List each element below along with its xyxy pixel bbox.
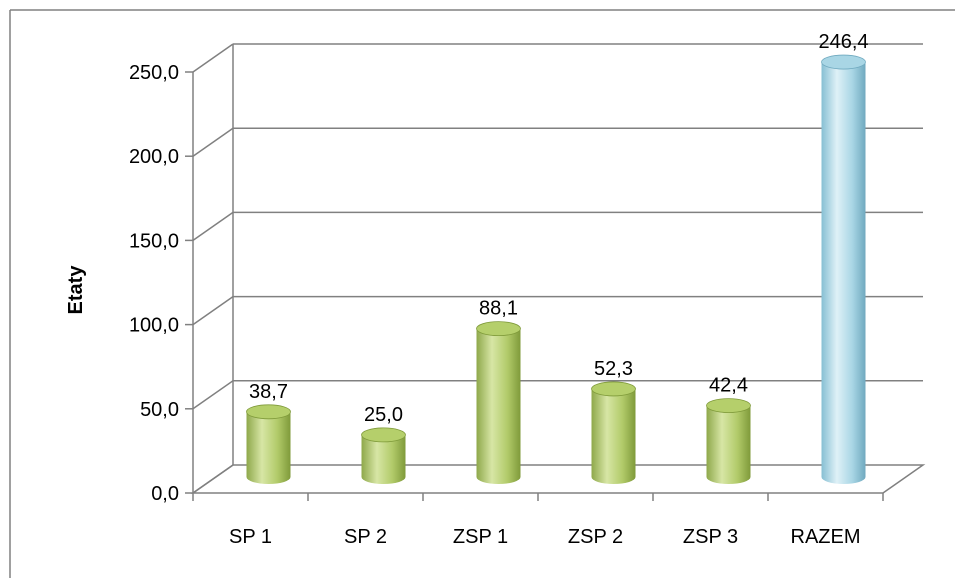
x-tick-label: ZSP 1 bbox=[453, 526, 508, 548]
bar-sp-2 bbox=[361, 427, 406, 485]
bar-razem bbox=[821, 54, 866, 485]
data-label: 52,3 bbox=[594, 358, 633, 380]
grid-lines bbox=[192, 43, 923, 494]
x-tick-label: SP 1 bbox=[229, 526, 272, 548]
gridline-depth bbox=[192, 127, 234, 157]
gridline-depth bbox=[192, 380, 234, 410]
gridline-depth bbox=[192, 43, 234, 73]
bar-body bbox=[706, 405, 751, 485]
bar-top bbox=[591, 381, 636, 397]
x-tick-label: ZSP 3 bbox=[683, 526, 738, 548]
bar-zsp-1 bbox=[476, 321, 521, 485]
x-tick-label: RAZEM bbox=[791, 526, 861, 548]
data-label: 25,0 bbox=[364, 404, 403, 426]
y-tick-label: 200,0 bbox=[129, 146, 179, 168]
bar-top bbox=[361, 427, 406, 443]
y-tick-label: 50,0 bbox=[140, 399, 179, 421]
x-tick-label: ZSP 2 bbox=[568, 526, 623, 548]
bar-top bbox=[821, 54, 866, 70]
y-tick-label: 250,0 bbox=[129, 62, 179, 84]
bar-top bbox=[246, 404, 291, 420]
bar-top bbox=[706, 398, 751, 413]
data-label: 246,4 bbox=[818, 31, 868, 53]
gridline-depth bbox=[192, 211, 234, 242]
bar-body bbox=[361, 434, 406, 485]
data-label: 38,7 bbox=[249, 381, 288, 403]
bar-zsp-3 bbox=[706, 398, 751, 485]
data-label: 88,1 bbox=[479, 298, 518, 320]
y-tick-label: 0,0 bbox=[151, 483, 179, 505]
data-label: 42,4 bbox=[709, 375, 748, 397]
axes bbox=[185, 44, 926, 501]
bar-body bbox=[821, 62, 866, 485]
bar-top bbox=[476, 321, 521, 337]
chart-floor bbox=[190, 464, 926, 494]
y-axis-title: Etaty bbox=[65, 265, 87, 315]
bar-sp-1 bbox=[246, 404, 291, 485]
bar-body bbox=[591, 388, 636, 485]
y-tick-label: 100,0 bbox=[129, 315, 179, 337]
y-tick-label: 150,0 bbox=[129, 230, 179, 252]
bar-body bbox=[246, 411, 291, 485]
bar-zsp-2 bbox=[591, 381, 636, 485]
labels: 0,0 50,0 100,0 150,0 200,0 250,0 38,7 SP 1 25,0 S… bbox=[129, 31, 869, 548]
x-tick-label: SP 2 bbox=[344, 526, 387, 548]
bar-body bbox=[476, 328, 521, 485]
bars bbox=[246, 54, 866, 485]
gridline-depth bbox=[192, 295, 234, 326]
